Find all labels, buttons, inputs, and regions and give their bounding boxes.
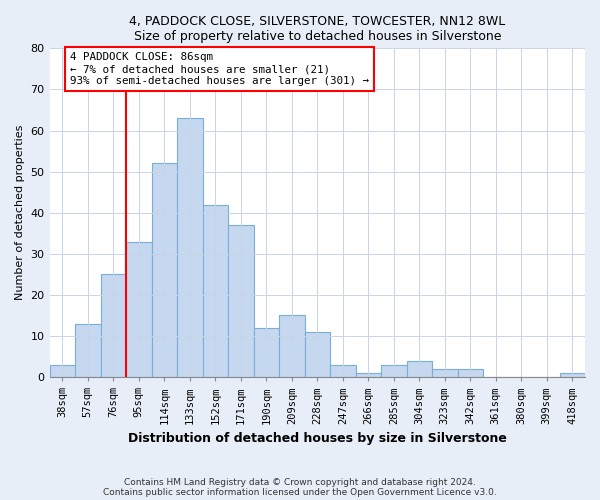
X-axis label: Distribution of detached houses by size in Silverstone: Distribution of detached houses by size … xyxy=(128,432,507,445)
Bar xyxy=(330,365,356,377)
Text: Contains HM Land Registry data © Crown copyright and database right 2024.
Contai: Contains HM Land Registry data © Crown c… xyxy=(103,478,497,497)
Bar xyxy=(75,324,101,377)
Text: 4 PADDOCK CLOSE: 86sqm
← 7% of detached houses are smaller (21)
93% of semi-deta: 4 PADDOCK CLOSE: 86sqm ← 7% of detached … xyxy=(70,52,369,86)
Bar xyxy=(458,369,483,377)
Bar xyxy=(279,316,305,377)
Bar xyxy=(177,118,203,377)
Bar xyxy=(203,204,228,377)
Bar xyxy=(560,373,585,377)
Y-axis label: Number of detached properties: Number of detached properties xyxy=(15,125,25,300)
Title: 4, PADDOCK CLOSE, SILVERSTONE, TOWCESTER, NN12 8WL
Size of property relative to : 4, PADDOCK CLOSE, SILVERSTONE, TOWCESTER… xyxy=(129,15,505,43)
Bar xyxy=(407,360,432,377)
Bar xyxy=(305,332,330,377)
Bar xyxy=(254,328,279,377)
Bar xyxy=(50,365,75,377)
Bar xyxy=(126,242,152,377)
Bar xyxy=(228,225,254,377)
Bar xyxy=(356,373,381,377)
Bar xyxy=(381,365,407,377)
Bar xyxy=(101,274,126,377)
Bar xyxy=(432,369,458,377)
Bar xyxy=(152,164,177,377)
